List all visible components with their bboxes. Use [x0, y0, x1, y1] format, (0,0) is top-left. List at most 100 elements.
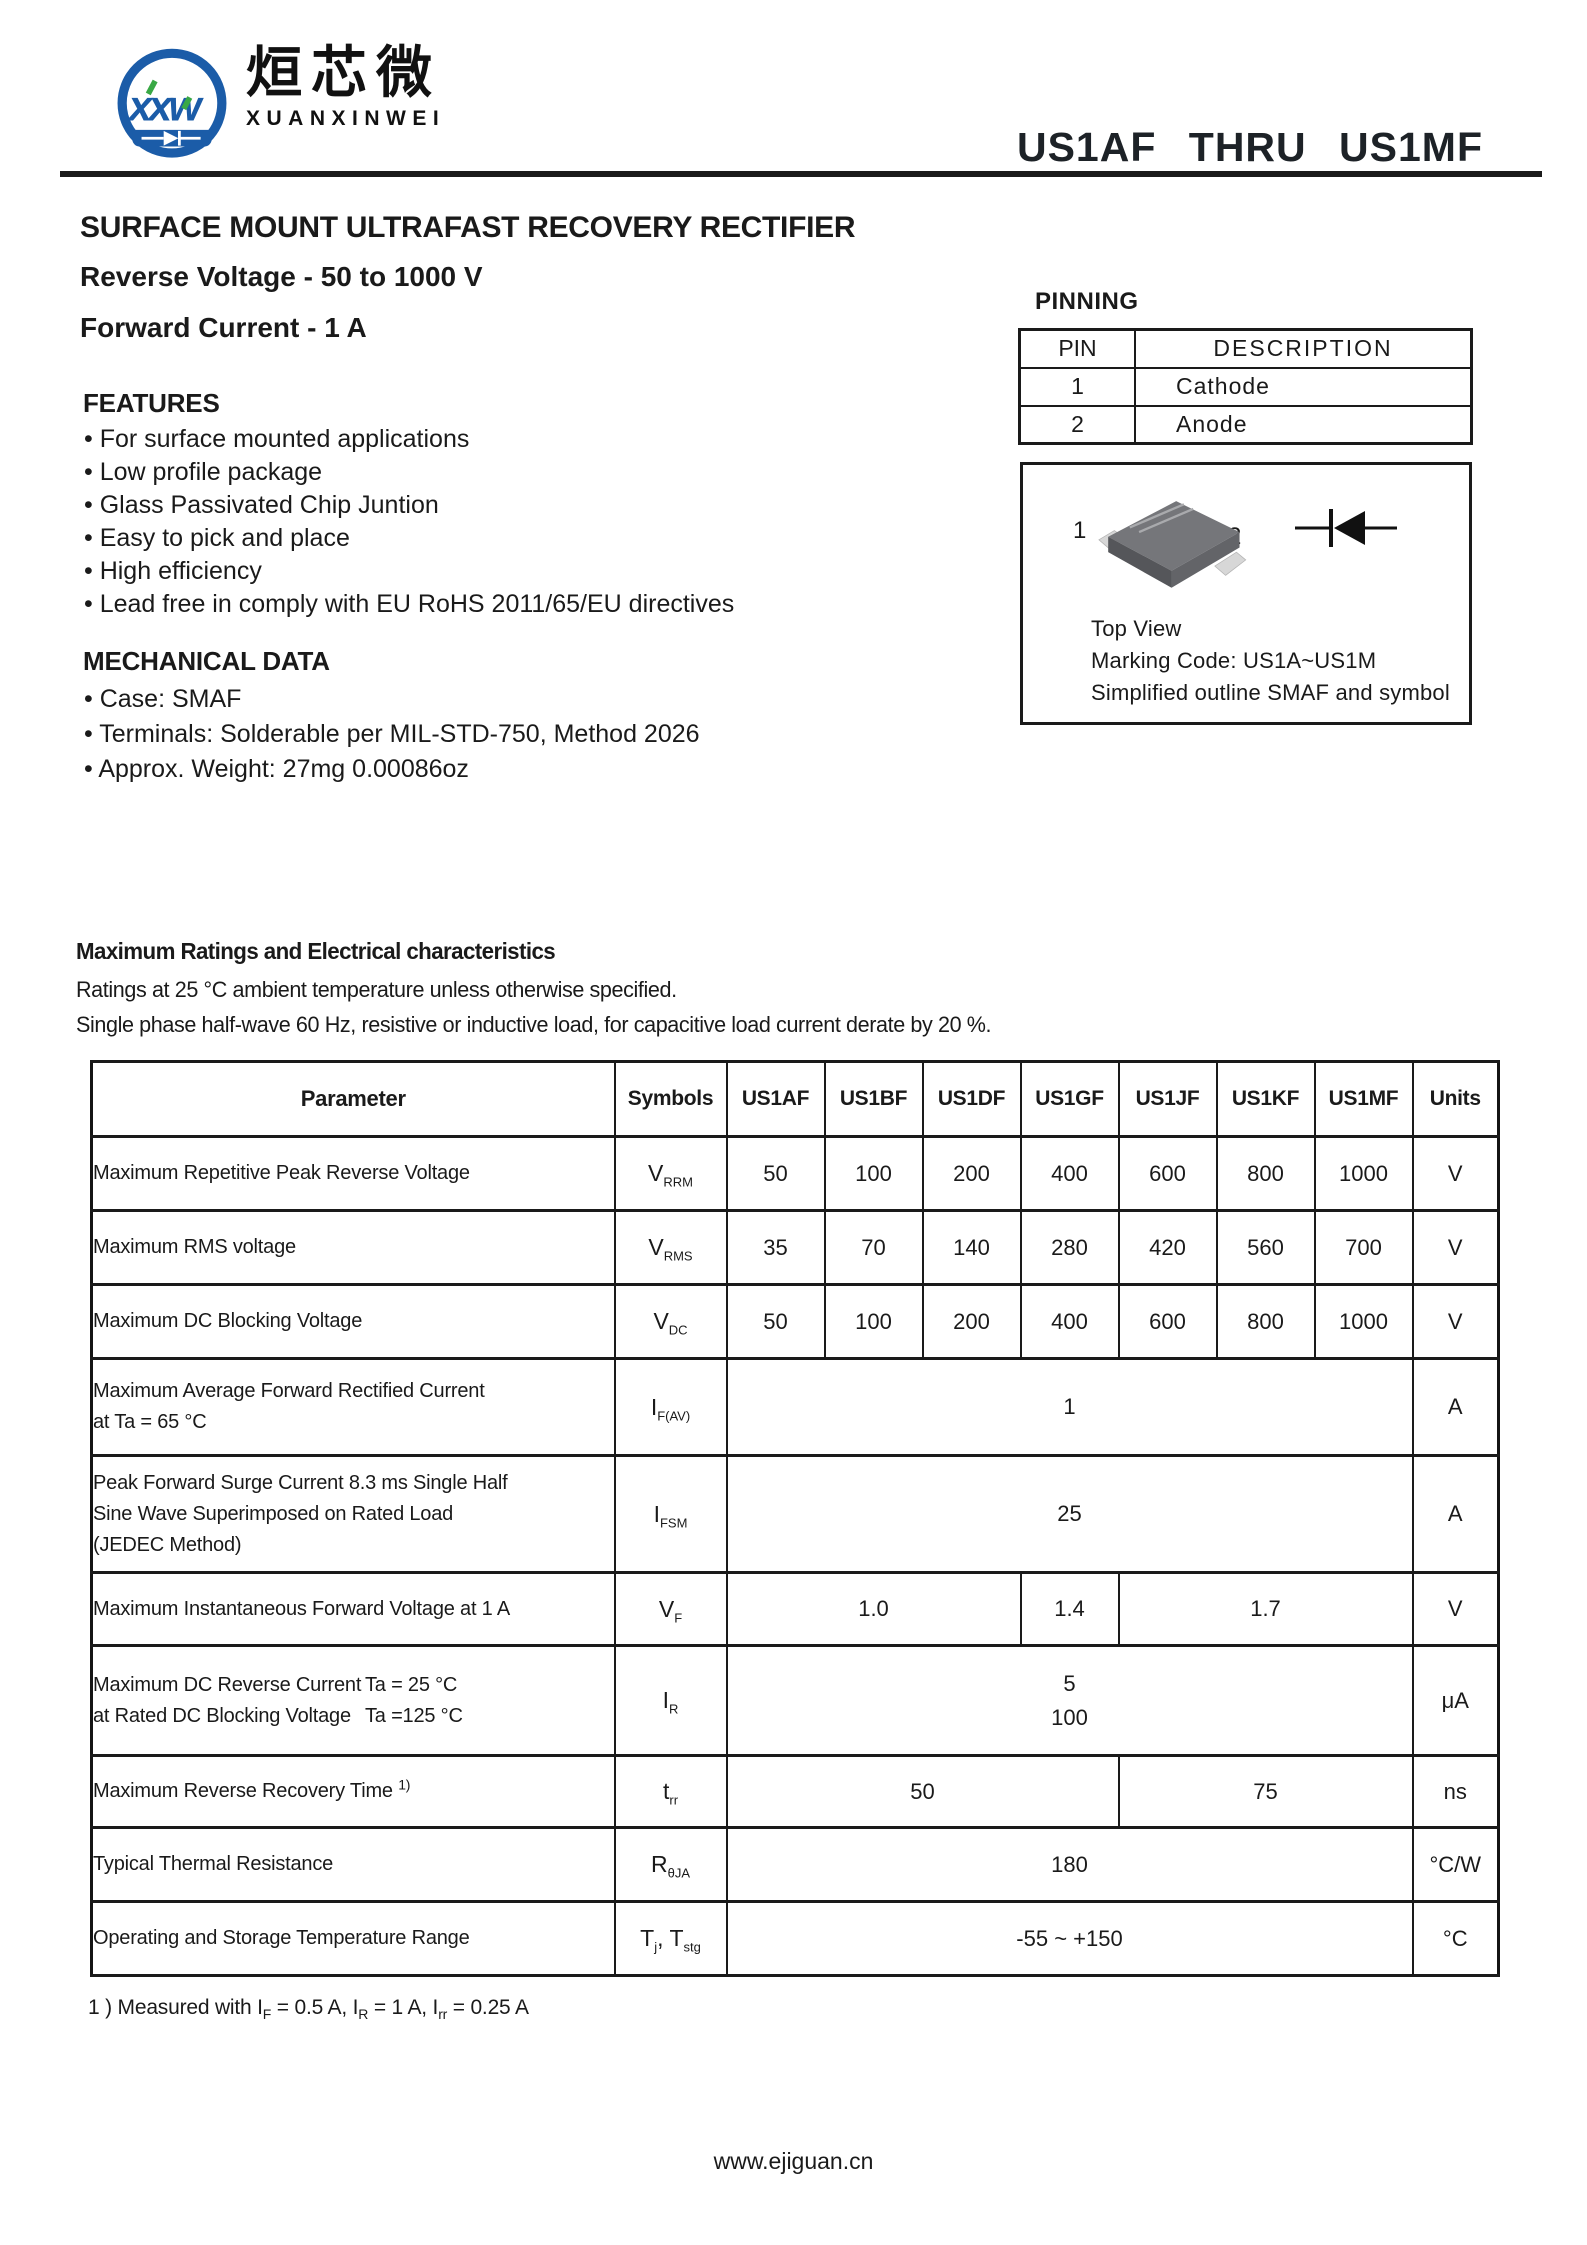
- column-header-us1af: US1AF: [725, 1060, 826, 1138]
- value-cell: 200: [921, 1135, 1022, 1212]
- unit-cell: V: [1411, 1135, 1500, 1212]
- parameter-cell: Maximum Instantaneous Forward Voltage at…: [90, 1571, 616, 1647]
- value-cell: 560: [1215, 1209, 1316, 1286]
- unit-cell: A: [1411, 1454, 1500, 1574]
- column-header-parameter: Parameter: [90, 1060, 616, 1138]
- feature-item: Low profile package: [84, 456, 734, 489]
- feature-item: High efficiency: [84, 555, 734, 588]
- row-rthja: Typical Thermal Resistance RθJA 180 °C/W: [90, 1826, 1500, 1903]
- pinning-row: 2 Anode: [1018, 404, 1473, 445]
- pinning-table: PIN DESCRIPTION 1 Cathode 2 Anode: [1018, 328, 1473, 445]
- parameter-cell: Maximum DC Reverse Current Ta = 25 °C at R…: [90, 1644, 616, 1757]
- symbol-cell: trr: [613, 1754, 728, 1829]
- ratings-table-body: Maximum Repetitive Peak Reverse Voltage V…: [90, 1135, 1500, 1977]
- mechanical-data-item: Case: SMAF: [84, 682, 700, 717]
- value-cell: 100: [823, 1135, 924, 1212]
- mechanical-data-heading: MECHANICAL DATA: [83, 646, 330, 676]
- ratings-note-1: Ratings at 25 °C ambient temperature unl…: [76, 977, 677, 1002]
- features-list: For surface mounted applicationsLow prof…: [84, 423, 735, 621]
- symbol-cell: IFSM: [613, 1454, 728, 1574]
- value-cell: 600: [1117, 1135, 1218, 1212]
- logo-english-name: XUANXINWEI: [246, 106, 446, 130]
- column-header-us1mf: US1MF: [1313, 1060, 1414, 1138]
- symbol-cell: RθJA: [613, 1826, 728, 1903]
- value-cell: 1.0: [725, 1571, 1022, 1647]
- diode-symbol-icon: [1295, 509, 1397, 547]
- unit-cell: °C/W: [1411, 1826, 1500, 1903]
- package-caption-line: Marking Code: US1A~US1M: [1091, 648, 1377, 673]
- feature-item: Easy to pick and place: [84, 522, 734, 555]
- unit-cell: V: [1411, 1571, 1500, 1647]
- value-cell: 180: [725, 1826, 1414, 1903]
- pinning-header-row: PIN DESCRIPTION: [1018, 328, 1473, 369]
- value-cell: 1.4: [1019, 1571, 1120, 1647]
- value-cell: 5 100: [725, 1644, 1414, 1757]
- feature-item: Glass Passivated Chip Juntion: [84, 489, 734, 522]
- value-cell: 100: [823, 1283, 924, 1360]
- value-cell: 25: [725, 1454, 1414, 1574]
- column-header-symbols: Symbols: [613, 1060, 728, 1138]
- logo-mark-icon: xxw: [117, 48, 227, 158]
- parameter-cell: Peak Forward Surge Current 8.3 ms Single…: [90, 1454, 616, 1574]
- mechanical-data-item: Terminals: Solderable per MIL-STD-750, M…: [84, 717, 699, 752]
- symbol-cell: IR: [613, 1644, 728, 1757]
- column-header-us1gf: US1GF: [1019, 1060, 1120, 1138]
- value-cell: 800: [1215, 1283, 1316, 1360]
- row-vrrm: Maximum Repetitive Peak Reverse Voltage V…: [90, 1135, 1500, 1212]
- header-rule: [60, 171, 1542, 177]
- value-cell: 1.7: [1117, 1571, 1414, 1647]
- value-cell: 700: [1313, 1209, 1414, 1286]
- footer-url: www.ejiguan.cn: [713, 2148, 874, 2174]
- symbol-cell: IF(AV): [613, 1357, 728, 1457]
- value-cell: 1: [725, 1357, 1414, 1457]
- value-cell: 1000: [1313, 1135, 1414, 1212]
- pin-description-cell: Cathode: [1134, 366, 1473, 407]
- package-top-view-image: [1098, 501, 1247, 588]
- symbol-cell: VDC: [613, 1283, 728, 1360]
- company-logo: xxw 烜芯微 XUANXINWEI: [112, 43, 446, 166]
- description-column-header: DESCRIPTION: [1134, 328, 1473, 369]
- product-heading: SURFACE MOUNT ULTRAFAST RECOVERY RECTIFI…: [80, 211, 856, 244]
- parameter-cell: Typical Thermal Resistance: [90, 1826, 616, 1903]
- symbol-cell: VRMS: [613, 1209, 728, 1286]
- value-cell: 800: [1215, 1135, 1316, 1212]
- row-ifsm: Peak Forward Surge Current 8.3 ms Single…: [90, 1454, 1500, 1574]
- package-pin1-label: 1: [1073, 517, 1087, 544]
- features-heading: FEATURES: [83, 388, 220, 418]
- feature-item: For surface mounted applications: [84, 423, 734, 456]
- row-ir: Maximum DC Reverse Current Ta = 25 °C at R…: [90, 1644, 1500, 1757]
- symbol-cell: Tj, Tstg: [613, 1900, 728, 1977]
- ratings-note-2: Single phase half-wave 60 Hz, resistive …: [76, 1012, 992, 1037]
- row-vdc: Maximum DC Blocking Voltage VDC 50 100 200 40…: [90, 1283, 1500, 1360]
- pin-number-cell: 2: [1018, 404, 1136, 445]
- value-cell: 50: [725, 1283, 826, 1360]
- reverse-voltage-line: Reverse Voltage - 50 to 1000 V: [80, 261, 483, 292]
- mechanical-data-list: Case: SMAFTerminals: Solderable per MIL-…: [84, 682, 700, 787]
- symbol-cell: VF: [613, 1571, 728, 1647]
- value-cell: 400: [1019, 1135, 1120, 1212]
- value-cell: 75: [1117, 1754, 1414, 1829]
- parameter-cell: Maximum Repetitive Peak Reverse Voltage: [90, 1135, 616, 1212]
- svg-text:xxw: xxw: [127, 83, 205, 130]
- unit-cell: A: [1411, 1357, 1500, 1457]
- pin-number-cell: 1: [1018, 366, 1136, 407]
- value-cell: -55 ~ +150: [725, 1900, 1414, 1977]
- column-header-units: Units: [1411, 1060, 1500, 1138]
- pinning-heading: PINNING: [1035, 288, 1139, 315]
- value-cell: 35: [725, 1209, 826, 1286]
- footnote: 1 ) Measured with IF = 0.5 A, IR = 1 A, …: [88, 1996, 529, 2023]
- unit-cell: V: [1411, 1283, 1500, 1360]
- value-cell: 70: [823, 1209, 924, 1286]
- value-cell: 50: [725, 1135, 826, 1212]
- value-cell: 1000: [1313, 1283, 1414, 1360]
- feature-item: Lead free in comply with EU RoHS 2011/65…: [84, 588, 735, 621]
- pin-description-cell: Anode: [1134, 404, 1473, 445]
- value-cell: 400: [1019, 1283, 1120, 1360]
- parameter-cell: Maximum Average Forward Rectified Curren…: [90, 1357, 616, 1457]
- value-cell: 140: [921, 1209, 1022, 1286]
- symbol-cell: VRRM: [613, 1135, 728, 1212]
- column-header-us1bf: US1BF: [823, 1060, 924, 1138]
- document-title: US1AF THRU US1MF: [1016, 124, 1483, 170]
- row-ifav: Maximum Average Forward Rectified Curren…: [90, 1357, 1500, 1457]
